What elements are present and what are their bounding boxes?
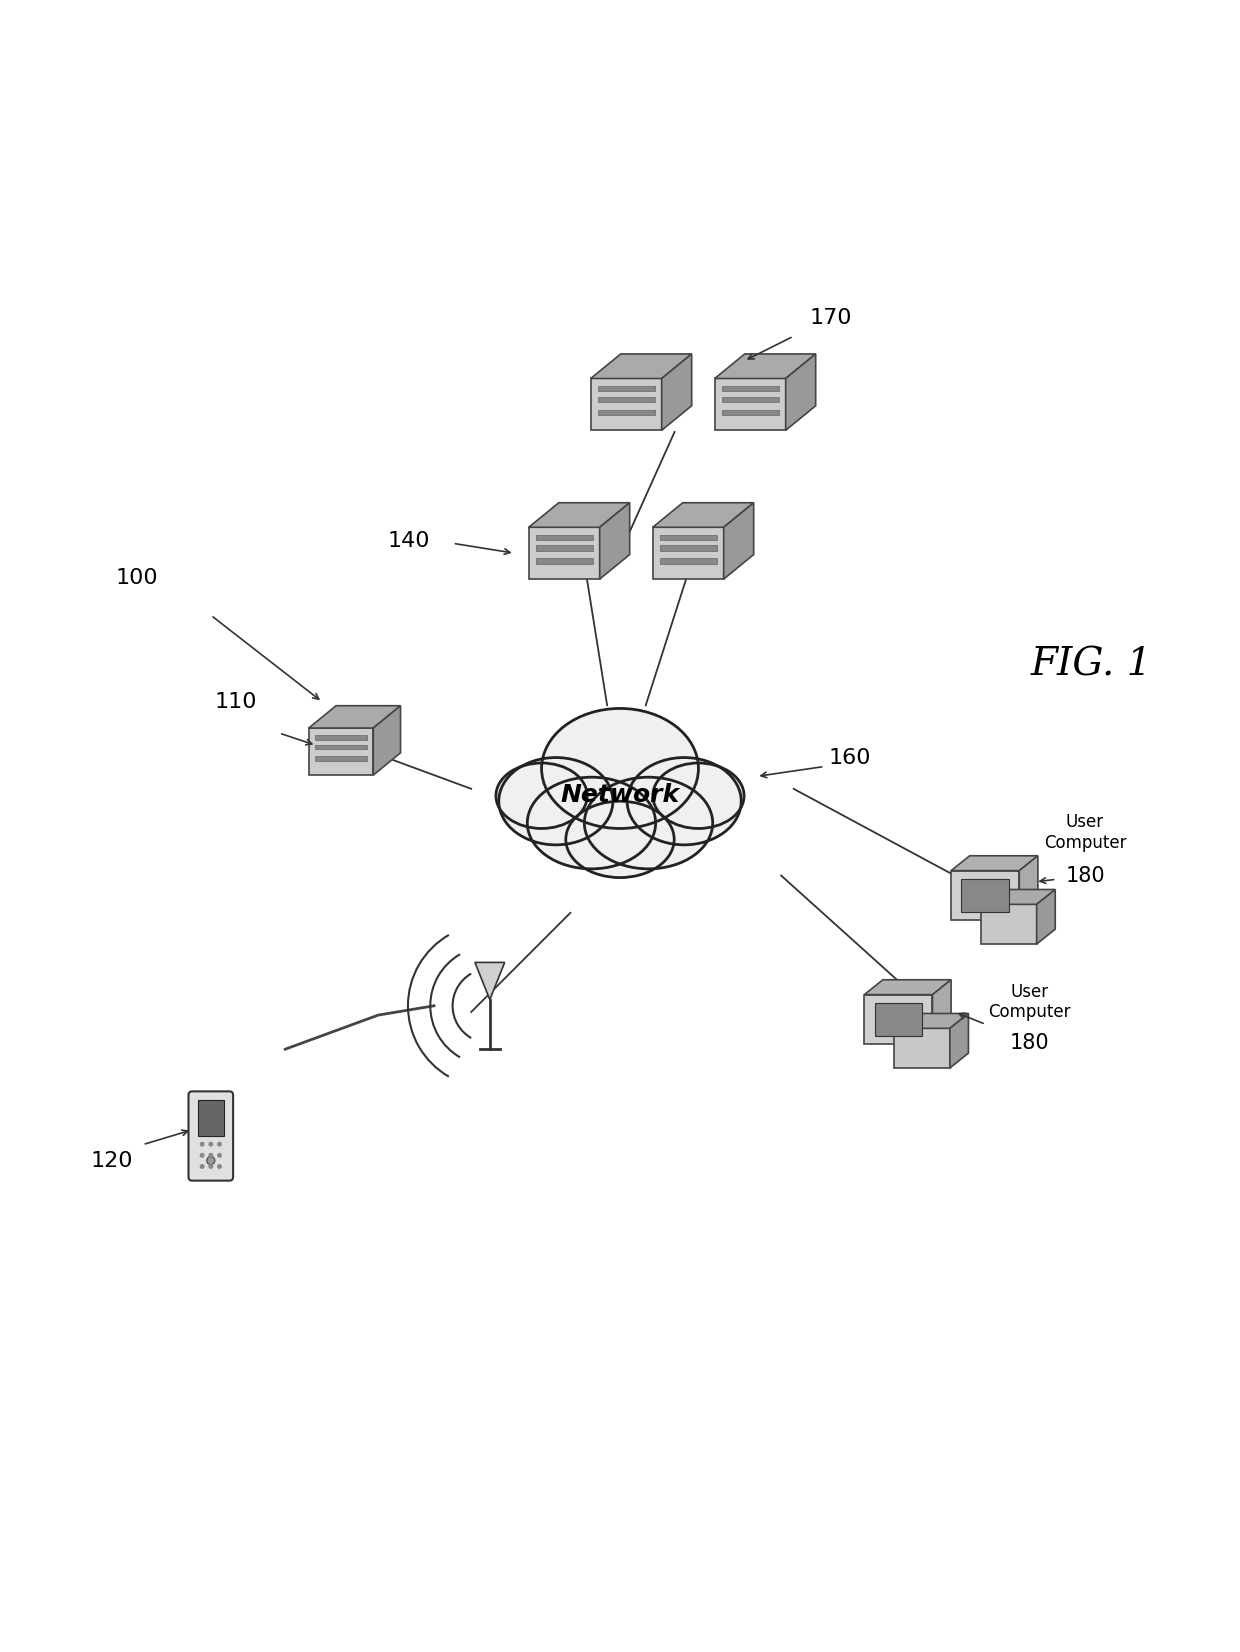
Polygon shape [981,904,1037,943]
Polygon shape [961,879,1009,912]
Text: 140: 140 [388,530,430,550]
FancyBboxPatch shape [188,1092,233,1181]
Polygon shape [981,889,1055,904]
Polygon shape [722,396,779,401]
Text: 170: 170 [810,307,852,327]
Polygon shape [590,354,692,378]
Polygon shape [309,729,373,775]
Text: 120: 120 [91,1151,133,1171]
Polygon shape [315,735,367,740]
Polygon shape [536,558,593,563]
Polygon shape [722,387,779,392]
Polygon shape [475,963,505,999]
Text: 180: 180 [1009,1032,1049,1052]
Text: FIG. 1: FIG. 1 [1030,646,1152,684]
Circle shape [208,1165,213,1170]
Circle shape [207,1156,215,1165]
Polygon shape [660,558,717,563]
Text: 100: 100 [115,568,157,588]
Polygon shape [874,1003,923,1036]
Circle shape [200,1142,205,1146]
Polygon shape [652,502,754,527]
Polygon shape [786,354,816,430]
Polygon shape [598,396,655,401]
Polygon shape [528,502,630,527]
Polygon shape [536,545,593,550]
Polygon shape [724,502,754,580]
Polygon shape [894,1013,968,1028]
Polygon shape [1019,856,1038,920]
Polygon shape [528,527,600,580]
Circle shape [217,1142,222,1146]
Text: 180: 180 [1065,866,1105,885]
Circle shape [217,1165,222,1170]
Text: User
Computer: User Computer [1044,813,1126,851]
Polygon shape [315,757,367,762]
Polygon shape [598,387,655,392]
Polygon shape [652,527,724,580]
Polygon shape [536,535,593,540]
Polygon shape [714,378,786,430]
Text: 160: 160 [828,748,870,768]
Polygon shape [932,980,951,1044]
Polygon shape [662,354,692,430]
Circle shape [208,1153,213,1158]
Polygon shape [315,745,367,750]
Polygon shape [722,410,779,415]
Polygon shape [660,545,717,550]
Polygon shape [598,410,655,415]
Circle shape [217,1153,222,1158]
Polygon shape [309,705,401,729]
Polygon shape [660,535,717,540]
Polygon shape [1037,889,1055,943]
Polygon shape [951,871,1019,920]
Circle shape [208,1142,213,1146]
Text: 110: 110 [215,692,257,712]
Polygon shape [950,1013,968,1069]
Polygon shape [600,502,630,580]
Polygon shape [894,1028,950,1069]
Circle shape [200,1165,205,1170]
Polygon shape [864,995,932,1044]
Polygon shape [951,856,1038,871]
Polygon shape [198,1100,224,1137]
Text: Network: Network [560,783,680,806]
Polygon shape [590,378,662,430]
Circle shape [200,1153,205,1158]
Text: User
Computer: User Computer [988,983,1070,1021]
Polygon shape [373,705,401,775]
Polygon shape [714,354,816,378]
Polygon shape [864,980,951,995]
